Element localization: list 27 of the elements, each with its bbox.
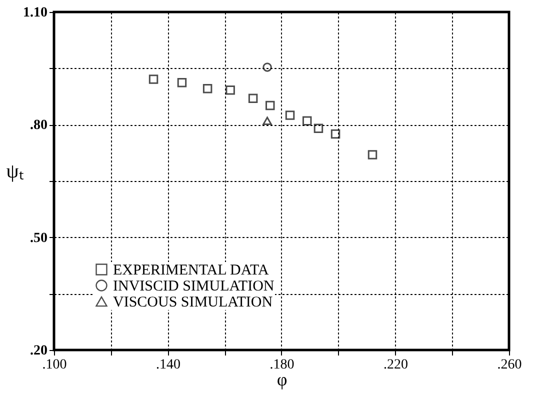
point: [314, 124, 324, 134]
y-tick-label: .20: [30, 344, 48, 358]
point: [285, 110, 295, 120]
legend-label: INVISCID SIMULATION: [113, 278, 274, 294]
point: [368, 150, 378, 160]
y-tick-label: .80: [30, 118, 48, 134]
point: [262, 62, 272, 72]
x-tick-label: .180: [270, 358, 294, 372]
x-tick-label: .260: [497, 358, 522, 372]
y-axis-title: ψₜ: [6, 160, 24, 182]
y-tick-label: .50: [30, 230, 48, 246]
legend-label: EXPERIMENTAL DATA: [113, 262, 269, 278]
point: [266, 100, 275, 110]
point: [202, 84, 212, 94]
y-tick-label: 1.10: [23, 6, 48, 20]
point: [302, 116, 312, 126]
point: [148, 74, 158, 84]
point: [262, 116, 272, 126]
point: [248, 94, 258, 103]
point: [226, 85, 235, 95]
x-axis-title: φ: [276, 370, 288, 390]
x-tick-label: .100: [42, 358, 67, 372]
x-tick-label: .140: [156, 358, 180, 372]
legend-label: VISCOUS SIMULATION: [113, 294, 273, 310]
x-tick-label: .220: [384, 358, 408, 372]
point: [177, 78, 187, 88]
point: [330, 129, 340, 139]
